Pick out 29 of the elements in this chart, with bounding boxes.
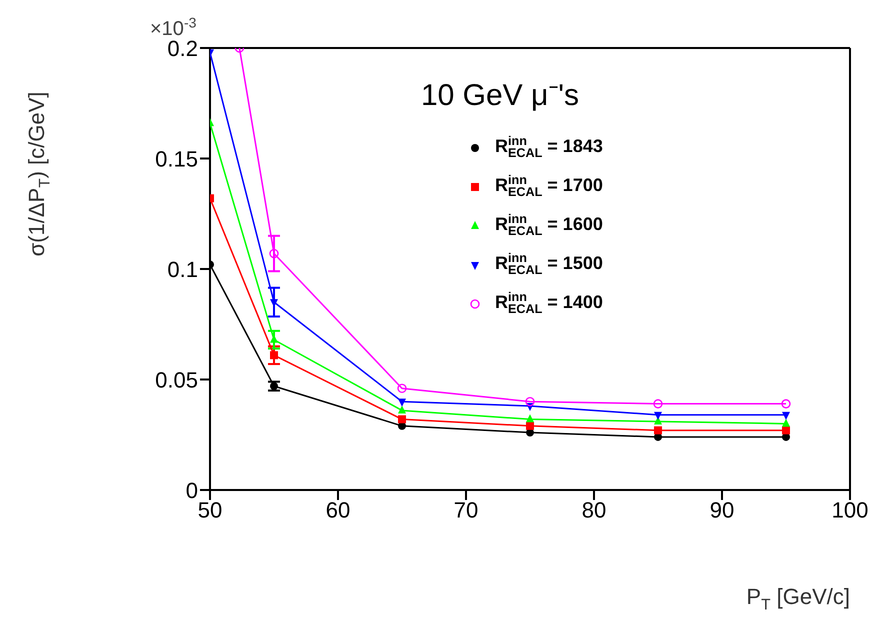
x-axis-title: P$_{T}$ [GeV/c] xyxy=(746,584,850,614)
point xyxy=(525,396,535,406)
point xyxy=(398,405,406,414)
point xyxy=(397,384,407,393)
point xyxy=(526,414,534,422)
x-tick-label: 60 xyxy=(326,498,350,523)
point xyxy=(654,412,662,420)
x-tick-label: 70 xyxy=(454,498,478,523)
point xyxy=(270,382,278,390)
point xyxy=(654,426,662,434)
point xyxy=(270,351,278,360)
x-tick-label: 50 xyxy=(198,498,222,523)
y-tick-label: 0.05 xyxy=(155,367,198,392)
point xyxy=(398,415,406,424)
point xyxy=(526,422,534,430)
y-tick-label: 0.1 xyxy=(167,256,198,282)
point xyxy=(782,426,790,434)
point xyxy=(398,398,406,407)
point xyxy=(782,412,790,420)
x-tick-label: 80 xyxy=(582,498,606,523)
point xyxy=(782,418,790,427)
y-tick-label: 0.15 xyxy=(155,146,198,172)
x-tick-label: 90 xyxy=(710,498,734,523)
x-tick-label: 100 xyxy=(832,498,868,523)
point xyxy=(269,248,279,258)
point xyxy=(781,399,791,408)
y-tick-label: 0 xyxy=(186,478,198,503)
point xyxy=(653,399,663,408)
text: 10 GeV μ⁻'s xyxy=(420,79,580,112)
